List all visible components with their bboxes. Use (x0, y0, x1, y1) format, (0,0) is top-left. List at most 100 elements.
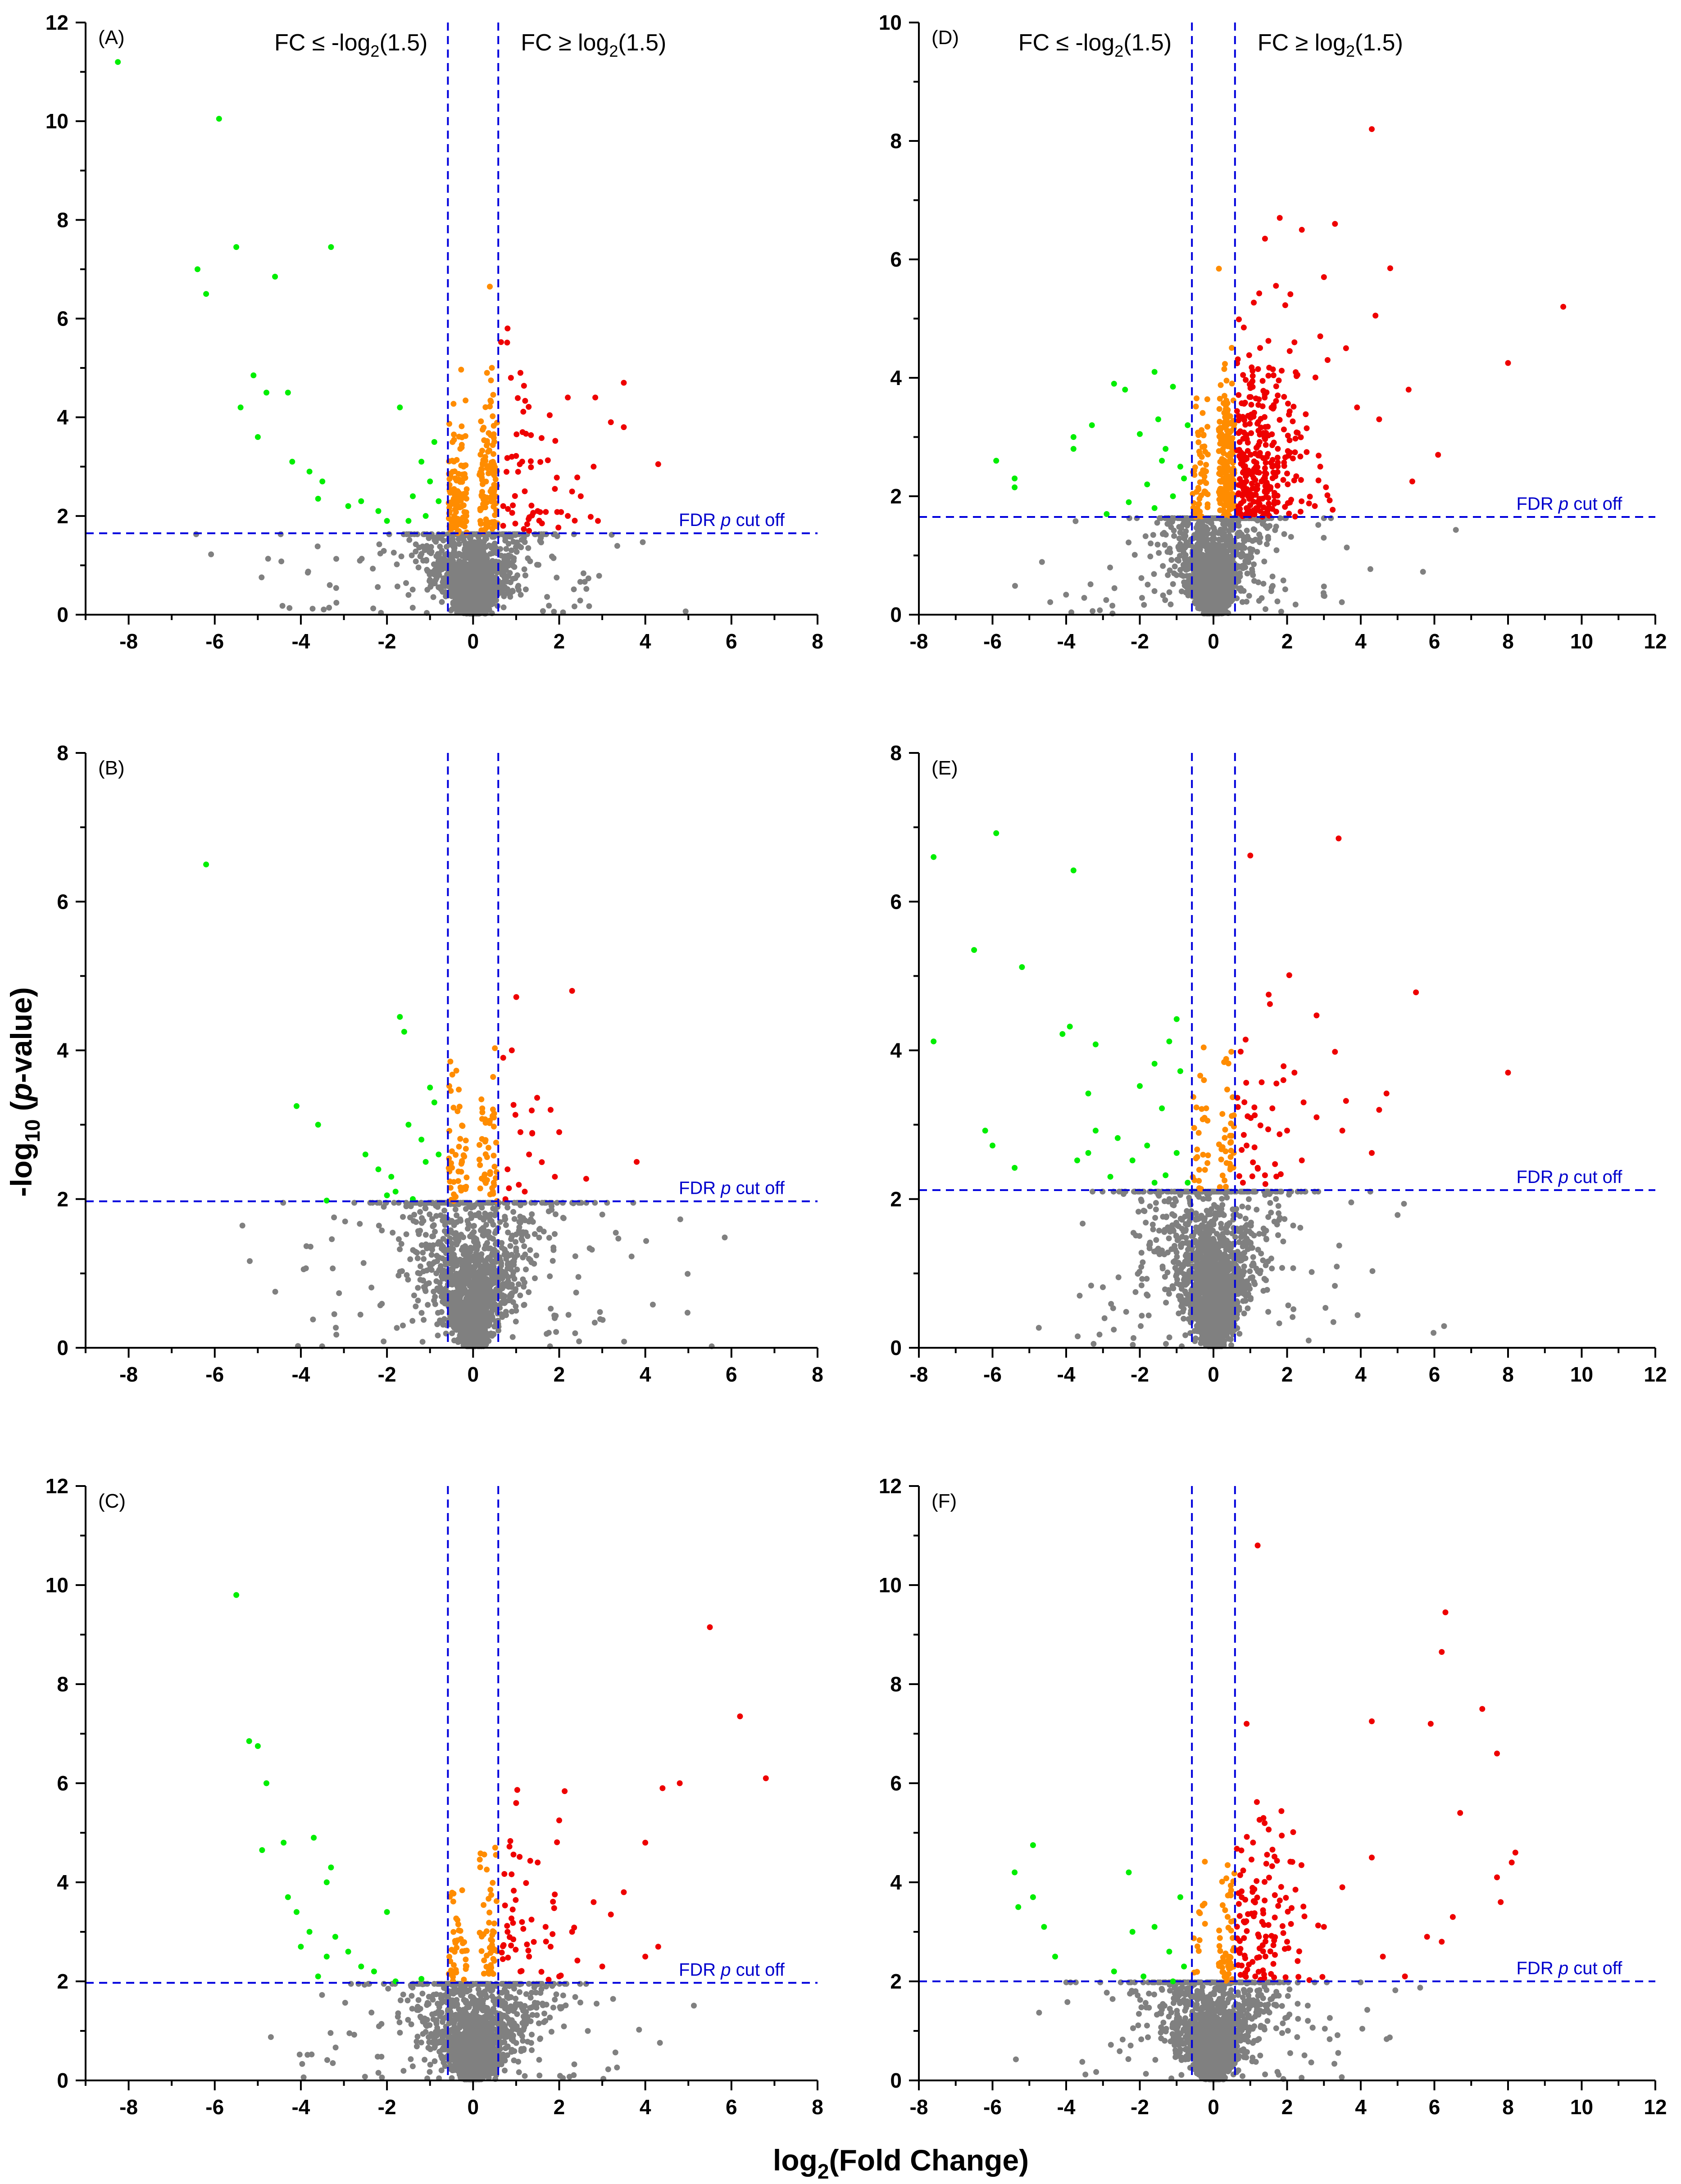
ns-point (432, 2058, 438, 2064)
ns-point (591, 1319, 598, 1326)
x-tick-label: -6 (205, 1363, 224, 1386)
ns-point (460, 1234, 466, 1240)
x-tick-label: -8 (119, 1363, 138, 1386)
ns-point (484, 567, 490, 573)
ns-point (413, 1219, 419, 1225)
ns-point (400, 1214, 406, 1220)
ns-point (330, 2060, 336, 2066)
near-threshold-point (487, 403, 493, 410)
near-threshold-point (490, 392, 496, 398)
ns-point (427, 2046, 434, 2053)
ns-point (441, 1228, 448, 1234)
ns-point (511, 564, 518, 570)
ns-point (522, 1279, 527, 1286)
down-regulated-point (203, 861, 209, 868)
ns-point (525, 555, 531, 562)
ns-point (502, 1216, 509, 1222)
ns-point (459, 1247, 465, 1253)
ns-point (415, 1285, 421, 1291)
ns-point (515, 1281, 522, 1287)
near-threshold-point (486, 520, 493, 526)
up-regulated-point (526, 404, 532, 410)
ns-point (268, 2034, 274, 2040)
near-threshold-point (489, 1185, 495, 1191)
panel-letter: (B) (98, 757, 125, 779)
up-regulated-point (552, 1174, 558, 1180)
ns-point (472, 1270, 479, 1276)
up-regulated-point (592, 394, 599, 401)
near-threshold-point (463, 1146, 469, 1152)
down-regulated-point (384, 1192, 390, 1198)
ns-point (536, 2020, 542, 2026)
ns-point (426, 1280, 432, 1286)
ns-point (474, 601, 480, 607)
ns-point (621, 1338, 627, 1345)
ns-point (677, 1216, 683, 1223)
ns-point (485, 578, 491, 585)
y-tick-label: 10 (45, 109, 68, 133)
ns-point (434, 1321, 441, 1328)
ns-point (438, 2010, 445, 2016)
ns-point (486, 1264, 493, 1270)
ns-point (532, 1275, 538, 1282)
ns-point (193, 531, 199, 537)
ns-point (554, 575, 560, 581)
down-regulated-point (306, 468, 313, 475)
ns-point (437, 1212, 444, 1219)
ns-point (471, 559, 477, 566)
down-regulated-point (410, 493, 416, 499)
up-regulated-point (517, 370, 523, 376)
down-regulated-point (397, 1014, 403, 1020)
near-threshold-point (479, 467, 485, 473)
near-threshold-point (487, 488, 494, 494)
up-regulated-point (547, 1107, 554, 1113)
ns-point (420, 1250, 426, 1256)
ns-point (546, 1235, 552, 1241)
up-regulated-point (591, 463, 597, 470)
ns-point (415, 1228, 421, 1234)
ns-point (415, 564, 422, 571)
ns-point (413, 558, 419, 565)
ns-point (506, 1297, 512, 1304)
ns-point (436, 2004, 442, 2010)
ns-point (502, 2045, 509, 2051)
ns-point (491, 1306, 498, 1313)
ns-point (599, 1211, 605, 1218)
ns-point (516, 543, 522, 549)
ns-point (469, 1231, 475, 1237)
ns-point (431, 1222, 437, 1228)
ns-point (421, 1317, 427, 1323)
ns-point (471, 1339, 477, 1346)
ns-point (499, 1314, 505, 1320)
ns-point (518, 592, 524, 598)
near-threshold-point (486, 1145, 491, 1151)
near-threshold-point (488, 377, 494, 384)
ns-point (333, 1324, 339, 1331)
near-threshold-point (482, 1151, 489, 1157)
down-regulated-point (345, 503, 351, 509)
down-regulated-point (319, 478, 326, 485)
up-regulated-point (577, 493, 584, 499)
ns-point (485, 1311, 491, 1317)
ns-point (525, 545, 532, 551)
up-regulated-point (621, 380, 627, 386)
ns-point (468, 550, 475, 557)
ns-point (413, 2039, 420, 2044)
ns-point (435, 555, 441, 561)
ns-point (499, 560, 505, 566)
up-regulated-point (569, 489, 575, 494)
ns-point (471, 578, 477, 585)
ns-point (424, 587, 431, 593)
near-threshold-point (492, 1045, 498, 1051)
ns-point (321, 607, 327, 612)
ns-point (451, 1986, 457, 1993)
ns-point (469, 1332, 476, 1339)
near-threshold-point (456, 1143, 462, 1150)
up-regulated-point (535, 508, 541, 514)
ns-point (309, 606, 316, 612)
ns-point (589, 1246, 595, 1253)
ns-point (477, 567, 483, 574)
